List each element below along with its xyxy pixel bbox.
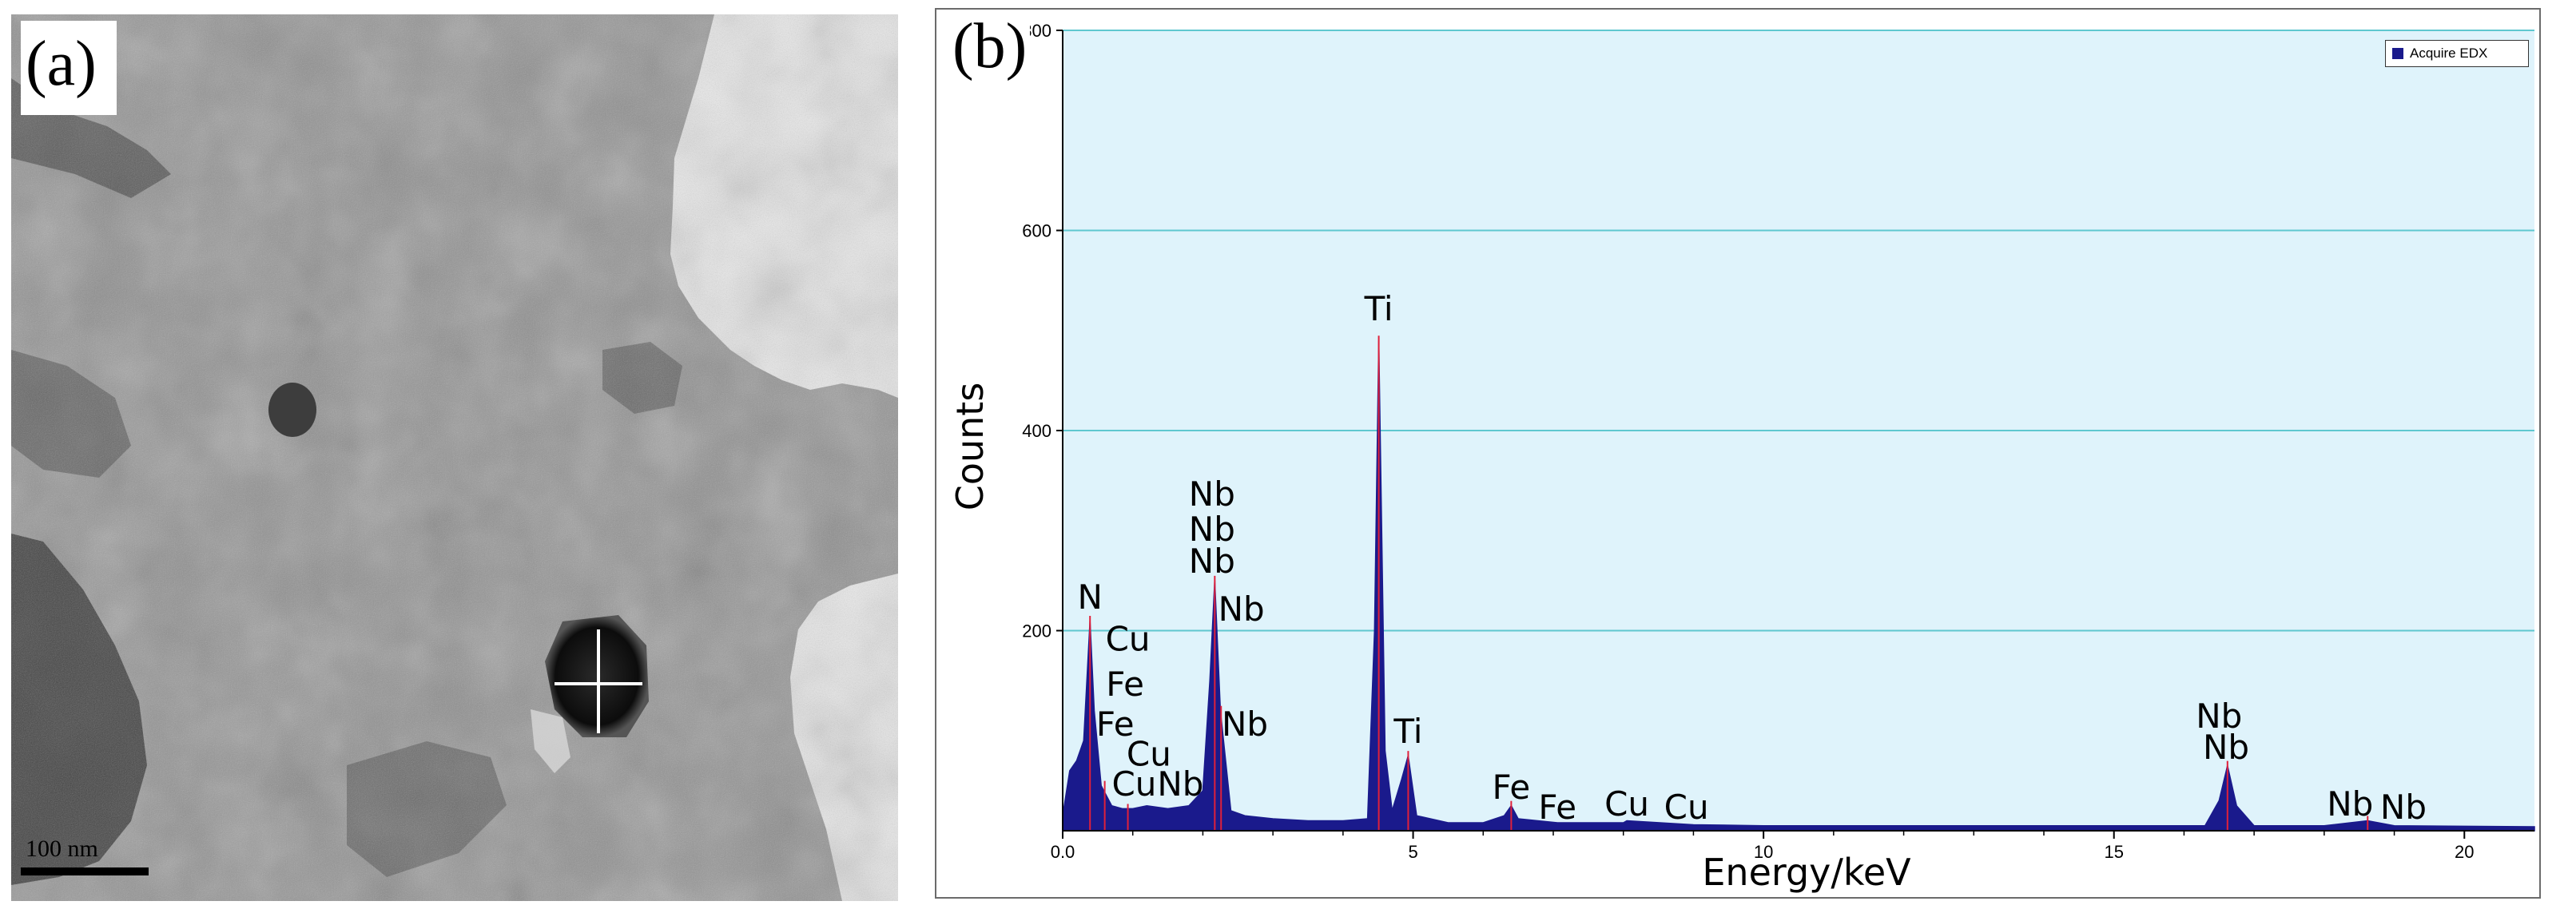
peak-label: Nb xyxy=(1189,510,1235,549)
peak-label: Cu xyxy=(1604,784,1649,824)
y-tick-label: 400 xyxy=(1022,421,1051,441)
peak-label: Ti xyxy=(1364,289,1393,328)
peak-label: Nb xyxy=(1222,705,1268,744)
peak-label: Cu xyxy=(1111,764,1156,804)
scale-bar xyxy=(21,867,149,875)
peak-label: Fe xyxy=(1106,665,1144,704)
y-tick-label: 600 xyxy=(1022,221,1051,241)
y-axis-title: Counts xyxy=(948,383,992,511)
tem-micrograph xyxy=(11,14,898,901)
legend-label: Acquire EDX xyxy=(2410,46,2488,61)
peak-label: Cu xyxy=(1664,788,1709,827)
peak-label: N xyxy=(1077,578,1102,617)
chart-legend: Acquire EDX xyxy=(2385,40,2529,67)
y-tick-label: 200 xyxy=(1022,621,1051,641)
x-axis-title: Energy/keV xyxy=(1702,851,1911,894)
x-tick-label: 10 xyxy=(1754,842,1773,862)
peak-label: Nb xyxy=(1157,764,1203,804)
scale-bar-label: 100 nm xyxy=(26,836,98,862)
peak-label: Nb xyxy=(2327,784,2373,824)
peak-label: Fe xyxy=(1096,705,1135,744)
peak-label: Nb xyxy=(2380,788,2427,827)
peak-label: Fe xyxy=(1493,768,1531,807)
peak-label: Cu xyxy=(1127,735,1171,774)
peak-label: Ti xyxy=(1393,712,1422,751)
peak-label: Cu xyxy=(1106,620,1151,659)
peak-label: Nb xyxy=(2203,728,2249,767)
panel-label-a-box xyxy=(21,21,117,115)
peak-label: Nb xyxy=(1218,590,1265,629)
x-tick-label: 15 xyxy=(2104,842,2123,862)
tem-image xyxy=(11,14,898,901)
peak-label: Fe xyxy=(1538,788,1576,827)
x-tick-label: 20 xyxy=(2455,842,2474,862)
panel-label-a: (a) xyxy=(26,29,97,99)
peak-label: Nb xyxy=(2196,697,2242,736)
legend-swatch xyxy=(2392,48,2403,59)
spectrum-series xyxy=(1062,340,2535,832)
x-tick-label: 0.0 xyxy=(1051,842,1075,862)
x-tick-label: 5 xyxy=(1408,842,1417,862)
peak-label: Nb xyxy=(1189,474,1235,514)
peak-label: Nb xyxy=(1189,542,1235,581)
panel-label-b: (b) xyxy=(949,14,1031,78)
